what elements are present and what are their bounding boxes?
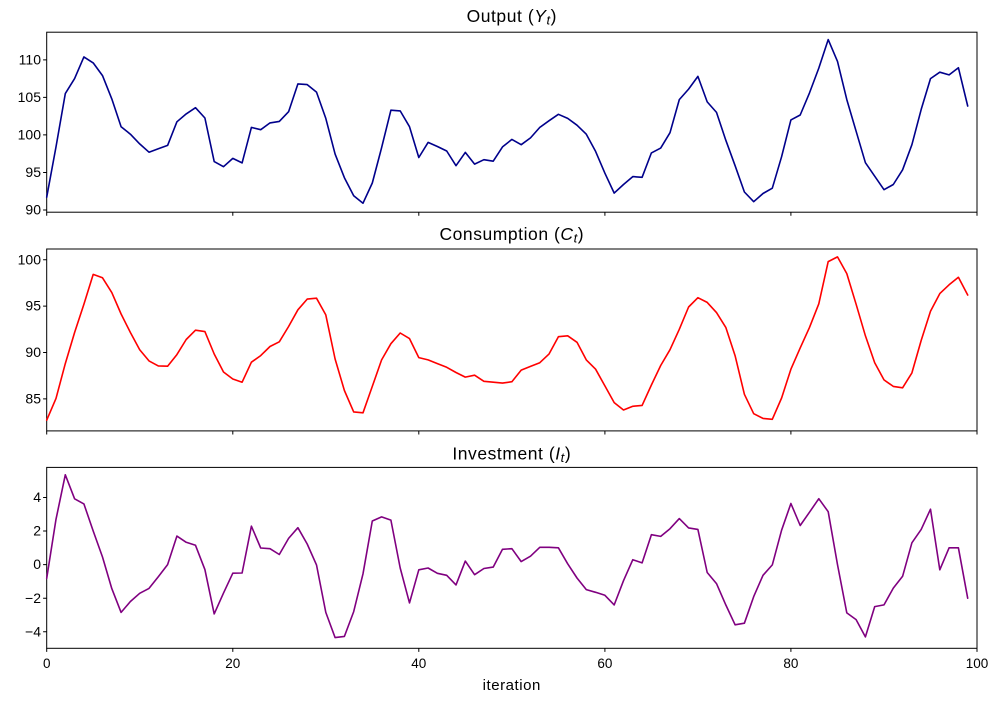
svg-text:Output (Yt): Output (Yt) xyxy=(467,6,557,28)
svg-text:100: 100 xyxy=(18,127,42,143)
svg-text:85: 85 xyxy=(25,391,41,407)
svg-text:−2: −2 xyxy=(25,590,41,606)
svg-text:iteration: iteration xyxy=(483,677,541,694)
svg-text:4: 4 xyxy=(33,489,41,505)
svg-text:20: 20 xyxy=(225,656,240,671)
svg-text:95: 95 xyxy=(25,298,41,314)
svg-text:0: 0 xyxy=(43,656,51,671)
svg-text:2: 2 xyxy=(33,523,41,539)
svg-text:90: 90 xyxy=(25,344,41,360)
svg-text:80: 80 xyxy=(783,656,798,671)
svg-text:60: 60 xyxy=(597,656,612,671)
svg-text:110: 110 xyxy=(19,52,42,68)
svg-text:100: 100 xyxy=(966,656,989,671)
svg-text:Consumption (Ct): Consumption (Ct) xyxy=(439,224,584,246)
svg-text:40: 40 xyxy=(411,656,426,671)
svg-text:−4: −4 xyxy=(25,623,41,639)
svg-text:0: 0 xyxy=(33,556,41,572)
svg-text:Investment (It): Investment (It) xyxy=(452,444,571,466)
svg-text:95: 95 xyxy=(25,164,41,180)
svg-text:105: 105 xyxy=(18,89,42,105)
svg-text:100: 100 xyxy=(18,251,42,267)
svg-text:90: 90 xyxy=(25,202,41,218)
